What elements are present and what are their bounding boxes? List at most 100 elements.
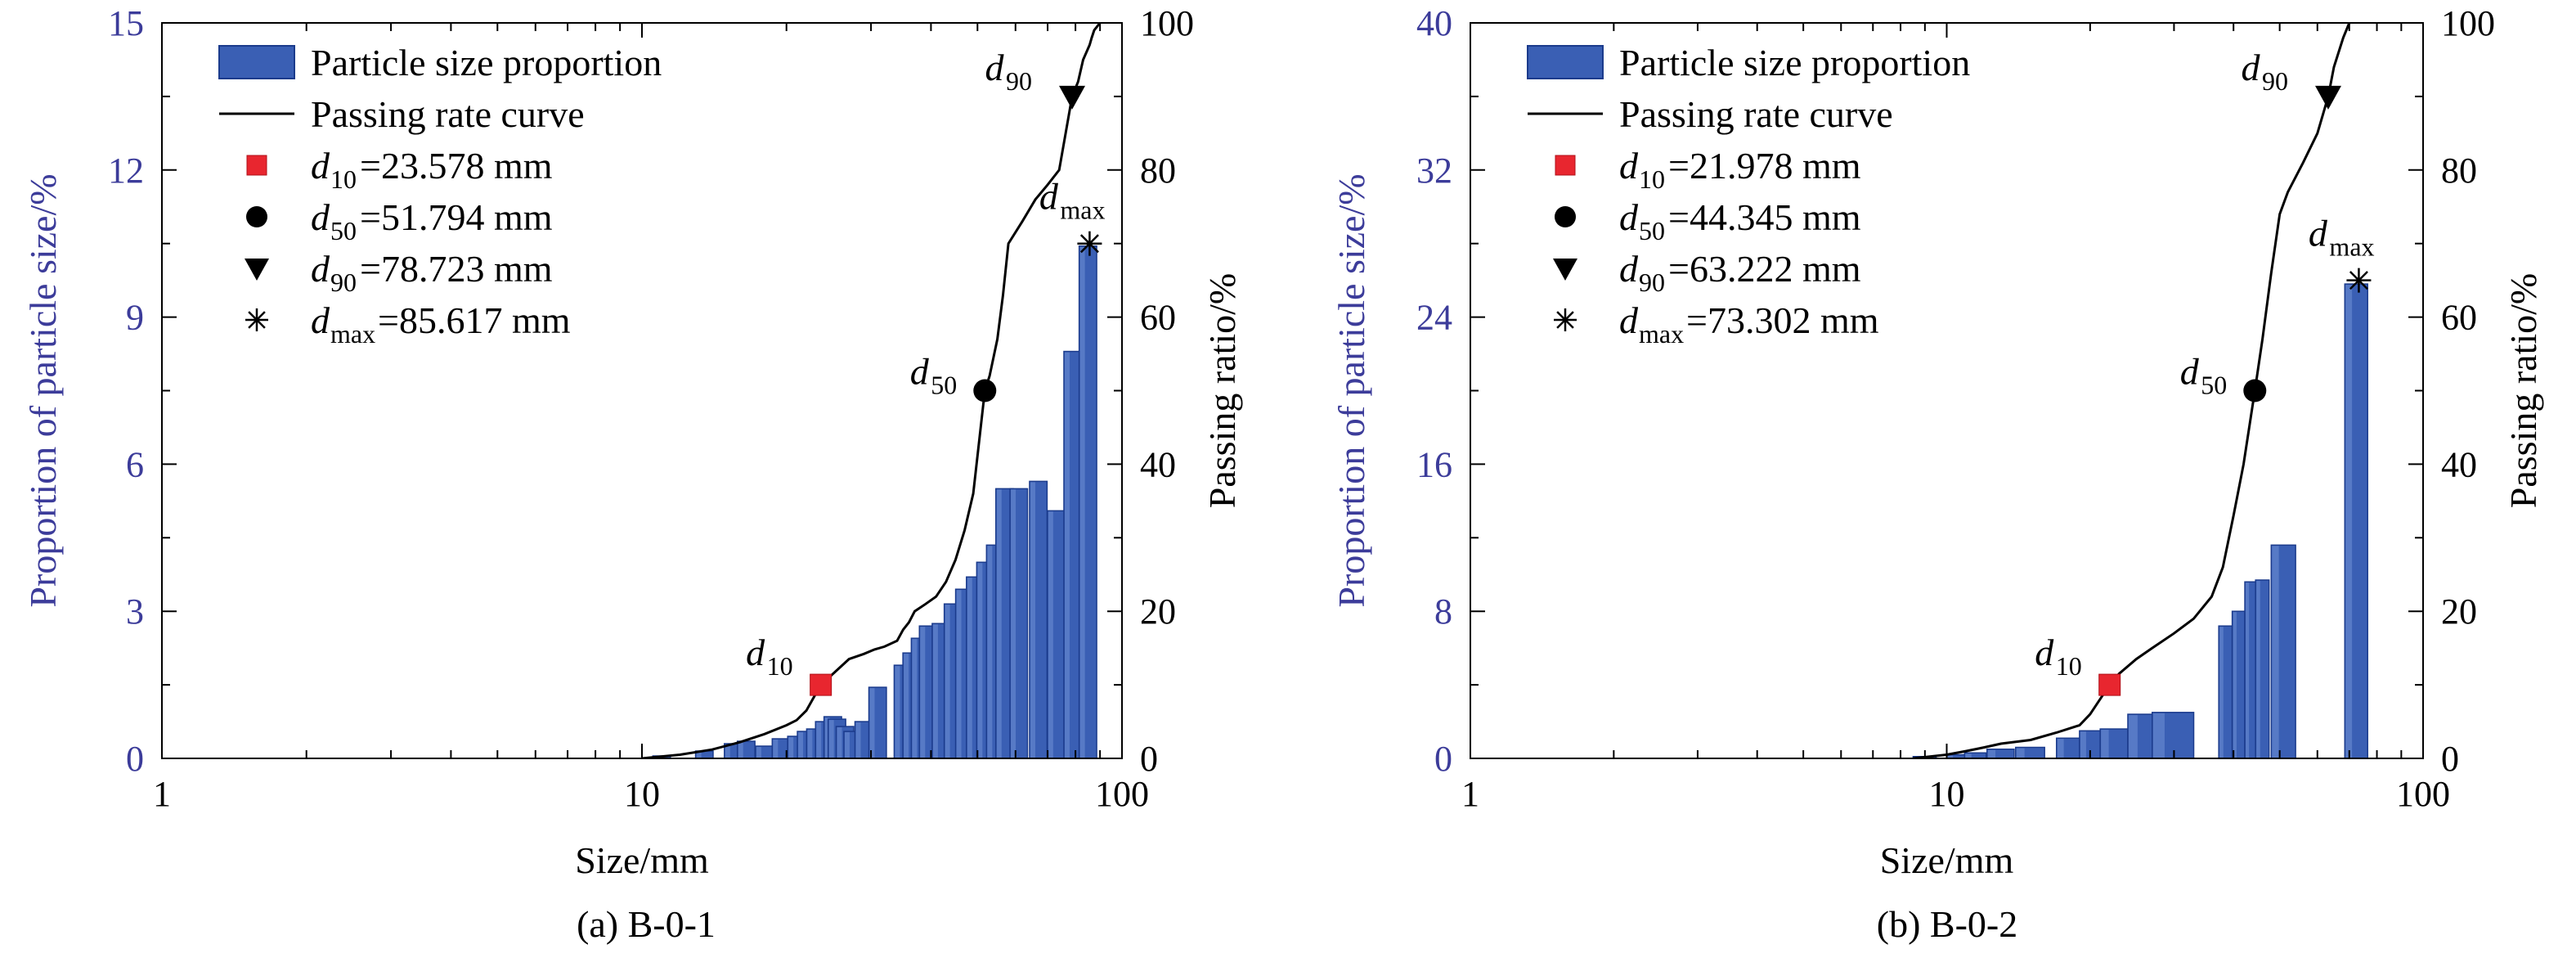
asterisk-marker-icon <box>1077 231 1102 256</box>
y-left-tick-label: 16 <box>1416 444 1452 484</box>
asterisk-marker-icon <box>245 308 268 331</box>
y-left-tick-label: 0 <box>1434 739 1452 779</box>
point-label: d <box>2309 213 2328 254</box>
bar-highlight <box>828 720 834 758</box>
bar <box>1963 752 1987 758</box>
legend-label-symbol: d <box>311 299 330 341</box>
bar-highlight <box>912 639 918 758</box>
legend-label: Particle size proportion <box>311 42 662 83</box>
bar-highlight <box>895 666 900 758</box>
bar-series <box>1912 283 2368 758</box>
bar-highlight <box>977 563 983 758</box>
bar-highlight <box>2345 285 2353 758</box>
point-label-subscript: 90 <box>2262 66 2288 96</box>
point-label: d <box>746 632 765 673</box>
legend-bar-swatch <box>1527 45 1604 79</box>
legend-label-value: =85.617 mm <box>378 299 571 341</box>
triangle-marker-icon <box>2315 85 2342 110</box>
legend-label-value: =51.794 mm <box>360 196 553 238</box>
legend-label-subscript: 50 <box>330 216 357 245</box>
y-right-tick-label: 100 <box>1140 3 1194 43</box>
legend-label-value: =73.302 mm <box>1686 299 1879 341</box>
y-axis-right-label: Passing ratio/% <box>1201 273 1243 508</box>
bar-highlight <box>725 744 730 758</box>
legend: Particle size proportion Passing rate cur… <box>1527 42 1970 349</box>
bar-series <box>652 245 1097 758</box>
square-marker-icon <box>246 155 267 176</box>
point-label: d <box>2242 47 2261 88</box>
legend-label-value: =44.345 mm <box>1668 196 1861 238</box>
y-left-tick-label: 6 <box>126 444 144 484</box>
bar-highlight <box>1064 352 1070 758</box>
triangle-marker-icon <box>245 259 269 281</box>
bar-highlight <box>967 578 972 758</box>
square-marker-icon <box>1555 155 1576 176</box>
y-left-tick-label: 8 <box>1434 591 1452 632</box>
y-right-tick-label: 60 <box>1140 298 1176 338</box>
legend-label-value: =23.578 mm <box>360 145 553 187</box>
y-right-tick-label: 40 <box>2441 444 2477 484</box>
y-right-tick-label: 40 <box>1140 444 1176 484</box>
legend-entry: Passing rate curve <box>1528 93 1893 135</box>
bar-highlight <box>2152 713 2165 758</box>
bar-highlight <box>2256 580 2260 758</box>
y-axis-left-label: Proportion of particle size/% <box>1331 173 1372 607</box>
passing-rate-curve <box>1913 23 2351 758</box>
legend-bar-swatch <box>218 45 295 79</box>
legend-label-symbol: d <box>1619 299 1639 341</box>
point-label: d <box>985 47 1005 88</box>
y-left-tick-label: 15 <box>108 3 144 43</box>
bar-highlight <box>920 627 926 758</box>
point-label: d <box>2180 351 2200 393</box>
y-left-tick-label: 32 <box>1416 151 1452 191</box>
bar-highlight <box>2016 748 2025 758</box>
point-label-subscript: 50 <box>2201 371 2227 400</box>
passing-rate-curve <box>641 23 1102 758</box>
bar-highlight <box>1079 246 1085 758</box>
panel-caption: (b) B-0-2 <box>1877 903 2017 945</box>
bar-highlight <box>2101 730 2109 758</box>
circle-marker-icon <box>1555 206 1576 227</box>
asterisk-stroke <box>248 311 266 329</box>
legend-label-subscript: max <box>1639 319 1684 349</box>
asterisk-stroke <box>1556 311 1574 329</box>
point-label-subscript: 10 <box>767 651 793 681</box>
y-right-tick-label: 20 <box>1140 591 1176 632</box>
legend-label-symbol: d <box>311 248 330 290</box>
bar-highlight <box>904 654 909 758</box>
legend-label-symbol: d <box>311 196 330 238</box>
y-right-tick-label: 0 <box>2441 739 2459 779</box>
triangle-marker-icon <box>1059 85 1086 110</box>
legend-entry: Passing rate curve <box>219 93 585 135</box>
asterisk-marker-icon <box>2346 268 2372 293</box>
y-axis-left-label: Proportion of particle size/% <box>22 173 64 607</box>
bar-highlight <box>1048 511 1053 758</box>
x-tick-label: 10 <box>624 774 660 814</box>
bar-highlight <box>773 740 779 758</box>
legend-label: Particle size proportion <box>1619 42 1970 83</box>
bar-highlight <box>844 732 850 758</box>
x-axis: 1 10 100 <box>1461 23 2450 814</box>
legend-label-subscript: 50 <box>1639 216 1665 245</box>
bar-highlight <box>816 722 822 758</box>
circle-marker-icon <box>973 379 997 403</box>
y-left-tick-label: 24 <box>1416 298 1452 338</box>
legend-label-value: =63.222 mm <box>1668 248 1861 290</box>
y-axis-right: 0 20 40 60 80 100 <box>1107 3 1194 779</box>
bar-highlight <box>837 727 842 758</box>
y-axis-right: 0 20 40 60 80 100 <box>2408 3 2495 779</box>
y-right-tick-label: 0 <box>1140 739 1158 779</box>
y-left-tick-label: 9 <box>126 298 144 338</box>
characteristic-points: d 10d 50d 90d max <box>2035 47 2375 696</box>
legend-entry: d max =85.617 mm <box>245 299 571 349</box>
x-tick-label: 1 <box>1461 774 1479 814</box>
bar-highlight <box>945 605 950 758</box>
y-axis-left: 0 8 16 24 32 40 <box>1416 3 1485 779</box>
point-label-subscript: max <box>1060 196 1105 225</box>
point-label: d <box>2035 632 2054 673</box>
bar <box>1986 749 2015 758</box>
point-label: d <box>910 351 930 393</box>
y-axis-left: 0 3 6 9 12 15 <box>108 3 177 779</box>
